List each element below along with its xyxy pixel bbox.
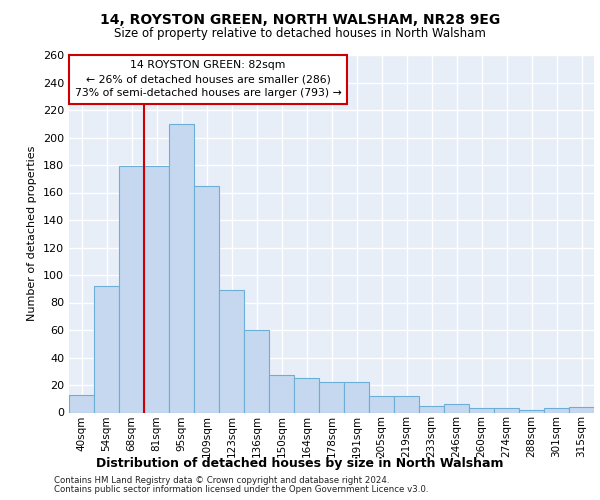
Bar xyxy=(544,408,569,412)
Bar xyxy=(494,408,519,412)
Bar xyxy=(144,166,169,412)
Bar xyxy=(519,410,544,412)
Text: Contains public sector information licensed under the Open Government Licence v3: Contains public sector information licen… xyxy=(54,485,428,494)
Bar xyxy=(394,396,419,412)
Text: Contains HM Land Registry data © Crown copyright and database right 2024.: Contains HM Land Registry data © Crown c… xyxy=(54,476,389,485)
Bar xyxy=(569,407,594,412)
Bar xyxy=(244,330,269,412)
Bar xyxy=(469,408,494,412)
Text: Size of property relative to detached houses in North Walsham: Size of property relative to detached ho… xyxy=(114,28,486,40)
Y-axis label: Number of detached properties: Number of detached properties xyxy=(28,146,37,322)
Bar xyxy=(369,396,394,412)
Bar xyxy=(169,124,194,412)
Bar xyxy=(344,382,369,412)
Text: 14, ROYSTON GREEN, NORTH WALSHAM, NR28 9EG: 14, ROYSTON GREEN, NORTH WALSHAM, NR28 9… xyxy=(100,12,500,26)
Text: Distribution of detached houses by size in North Walsham: Distribution of detached houses by size … xyxy=(96,458,504,470)
Bar xyxy=(119,166,144,412)
Bar xyxy=(94,286,119,412)
Bar xyxy=(219,290,244,412)
Bar xyxy=(69,394,94,412)
Bar xyxy=(194,186,219,412)
Bar xyxy=(419,406,444,412)
Bar xyxy=(319,382,344,412)
Bar xyxy=(444,404,469,412)
Bar xyxy=(294,378,319,412)
Bar xyxy=(269,376,294,412)
Text: 14 ROYSTON GREEN: 82sqm
← 26% of detached houses are smaller (286)
73% of semi-d: 14 ROYSTON GREEN: 82sqm ← 26% of detache… xyxy=(75,60,341,98)
